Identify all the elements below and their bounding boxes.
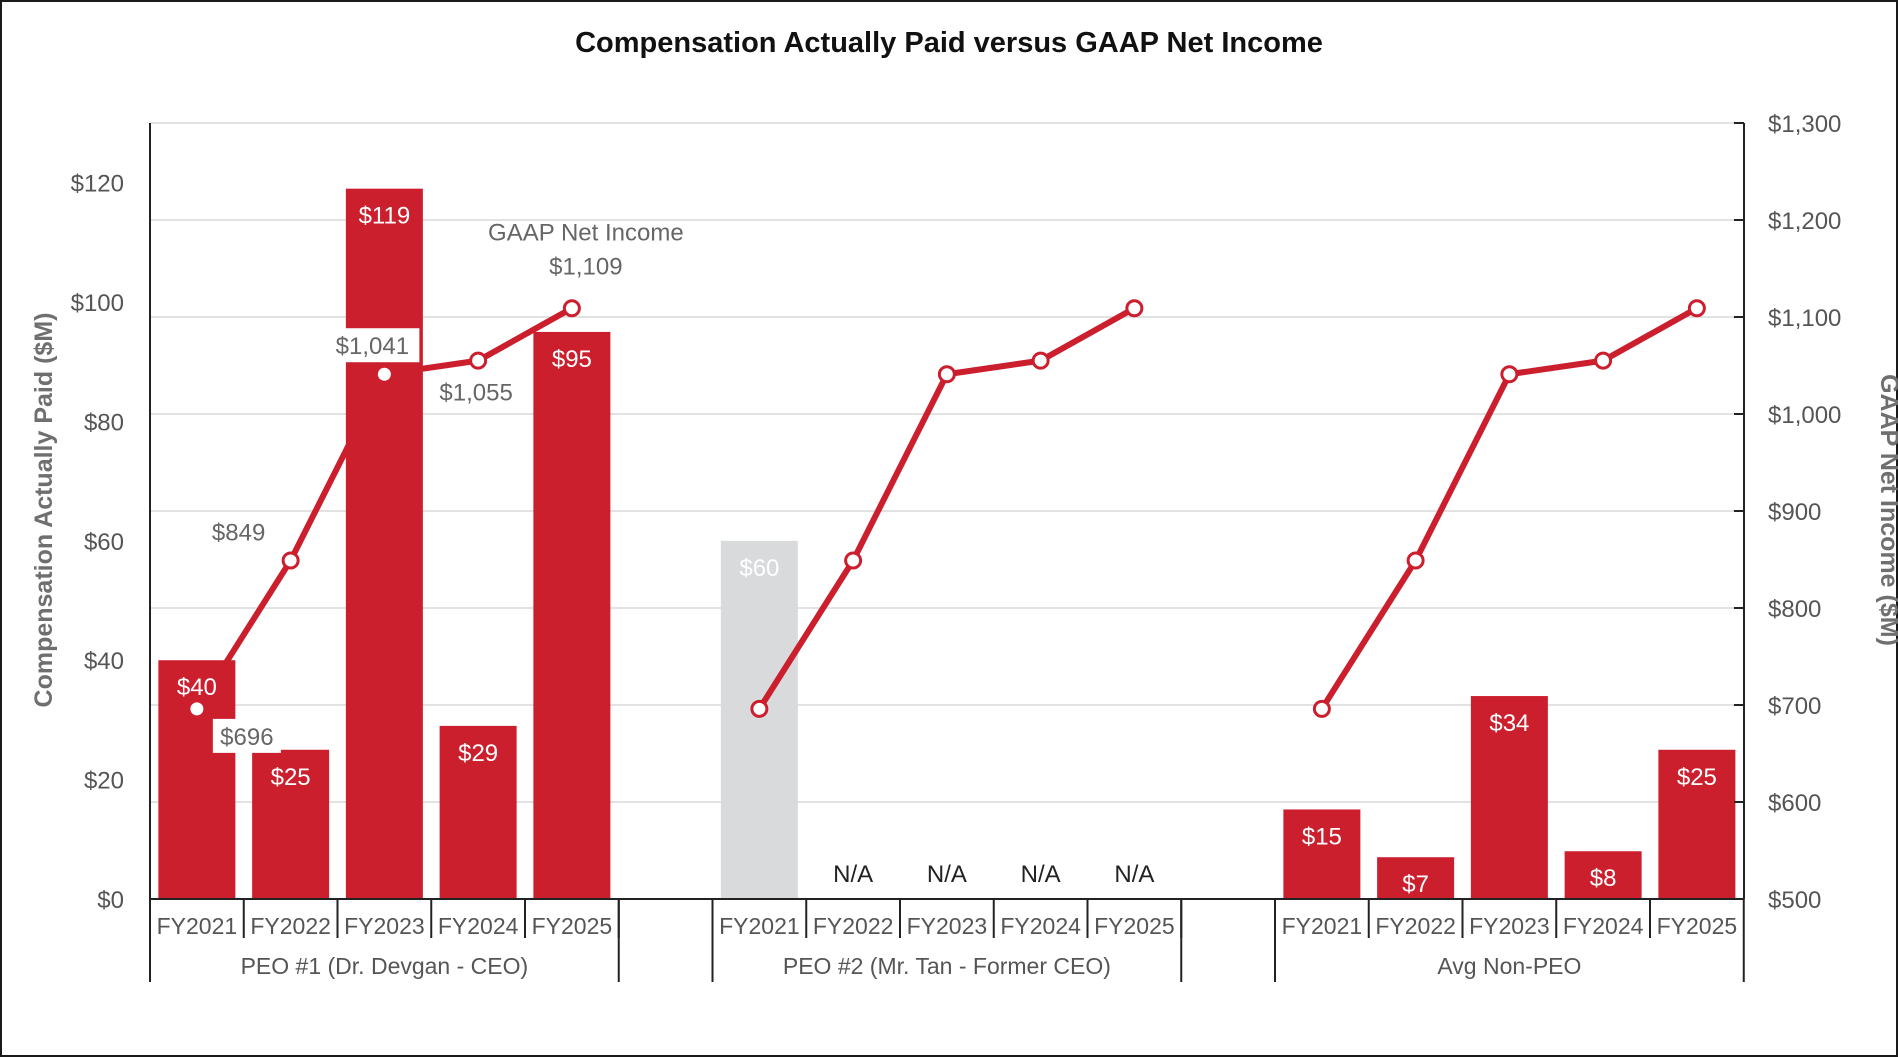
bar-value-label: N/A — [1021, 861, 1061, 888]
net-income-point — [281, 551, 300, 570]
category-label: FY2022 — [250, 913, 331, 939]
net-income-point — [937, 365, 956, 384]
cap-bar — [345, 188, 423, 899]
cap-bar — [158, 660, 236, 899]
net-income-label-box — [325, 328, 420, 363]
bar-value-label: N/A — [833, 861, 873, 888]
cap-bar — [439, 725, 517, 899]
bar-value-label: $25 — [1677, 764, 1717, 791]
bar-value-label: $8 — [1590, 865, 1617, 892]
y2-tick-label: $800 — [1768, 596, 1821, 623]
net-income-point — [1312, 699, 1331, 718]
bar-value-label: $34 — [1489, 710, 1529, 737]
net-income-point — [1500, 365, 1519, 384]
group-label: PEO #1 (Dr. Devgan - CEO) — [241, 953, 529, 979]
y2-tick-label: $1,000 — [1768, 402, 1841, 429]
cap-bar — [533, 331, 611, 899]
axes: $0 $20 $40 $60 $80 $100 $120 $500 $600 $700 $800 $9… — [71, 111, 1841, 982]
bar-value-label: N/A — [927, 861, 967, 888]
category-label: FY2024 — [1000, 913, 1081, 939]
bar-value-label: $15 — [1302, 823, 1342, 850]
net-income-label: $1,109 — [549, 253, 622, 280]
net-income-point — [1594, 351, 1613, 370]
bars — [158, 188, 1736, 899]
category-label: FY2025 — [1094, 913, 1175, 939]
cap-bar — [1470, 696, 1548, 899]
net-income-point — [844, 551, 863, 570]
bar-value-label: $119 — [359, 203, 411, 230]
series-annotation: GAAP Net Income — [488, 219, 684, 246]
net-income-label: $849 — [212, 519, 265, 546]
category-label: FY2021 — [1282, 913, 1363, 939]
bar-value-label: $29 — [458, 740, 498, 767]
net-income-label: $1,055 — [439, 380, 512, 407]
net-income-point — [190, 702, 204, 716]
y2-tick-label: $1,300 — [1768, 111, 1841, 138]
y-tick-label: $80 — [84, 409, 124, 436]
net-income-point — [1687, 299, 1706, 318]
net-income-point — [1031, 351, 1050, 370]
net-income-label-box — [212, 718, 281, 753]
cap-bar — [1564, 851, 1642, 899]
net-income-point — [1406, 551, 1425, 570]
category-label: FY2025 — [532, 913, 613, 939]
group-label: PEO #2 (Mr. Tan - Former CEO) — [783, 953, 1111, 979]
net-income-label: $696 — [220, 724, 273, 751]
bar-value-label: $7 — [1402, 871, 1429, 898]
net-income-lines — [190, 299, 1706, 718]
y2-tick-label: $500 — [1768, 887, 1821, 914]
category-label: FY2023 — [1469, 913, 1550, 939]
y-tick-label: $20 — [84, 768, 124, 795]
chart-title: Compensation Actually Paid versus GAAP N… — [575, 27, 1323, 59]
bar-value-label: $60 — [739, 555, 779, 582]
net-income-point — [469, 351, 488, 370]
y2-tick-label: $900 — [1768, 499, 1821, 526]
net-income-point — [750, 699, 769, 718]
net-income-point — [1125, 299, 1144, 318]
y-tick-label: $40 — [84, 648, 124, 675]
category-label: FY2023 — [344, 913, 425, 939]
y-tick-label: $120 — [71, 171, 124, 198]
bar-value-label: N/A — [1114, 861, 1154, 888]
category-label: FY2021 — [719, 913, 800, 939]
y2-axis-title: GAAP Net Income ($M) — [1875, 374, 1898, 646]
net-income-point — [562, 299, 581, 318]
bar-value-label: $25 — [271, 764, 311, 791]
group-label: Avg Non-PEO — [1437, 953, 1581, 979]
net-income-label: $1,041 — [336, 333, 409, 360]
bar-value-label: $95 — [552, 346, 592, 373]
bar-value-label: $40 — [177, 674, 217, 701]
cap-bar — [252, 749, 330, 899]
category-label: FY2025 — [1657, 913, 1738, 939]
cap-bar — [720, 540, 798, 899]
category-label: FY2024 — [438, 913, 519, 939]
y-axis-title: Compensation Actually Paid ($M) — [30, 313, 58, 708]
y-tick-label: $100 — [71, 290, 124, 317]
category-label: FY2022 — [1375, 913, 1456, 939]
y2-tick-label: $1,100 — [1768, 305, 1841, 332]
cap-bar — [1377, 857, 1455, 899]
cap-bar — [1658, 749, 1736, 899]
category-label: FY2023 — [907, 913, 988, 939]
cap-bar — [1283, 809, 1361, 899]
y-tick-label: $60 — [84, 529, 124, 556]
y2-tick-label: $700 — [1768, 693, 1821, 720]
y2-tick-label: $600 — [1768, 790, 1821, 817]
category-label: FY2022 — [813, 913, 894, 939]
category-label: FY2024 — [1563, 913, 1644, 939]
net-income-point — [377, 367, 391, 381]
labels: FY2021 $40 FY2022 $25 FY2023 $119 FY2024 $29 FY2… — [157, 203, 1738, 979]
y2-tick-label: $1,200 — [1768, 208, 1841, 235]
category-label: FY2021 — [157, 913, 238, 939]
y-tick-label: $0 — [97, 887, 124, 914]
